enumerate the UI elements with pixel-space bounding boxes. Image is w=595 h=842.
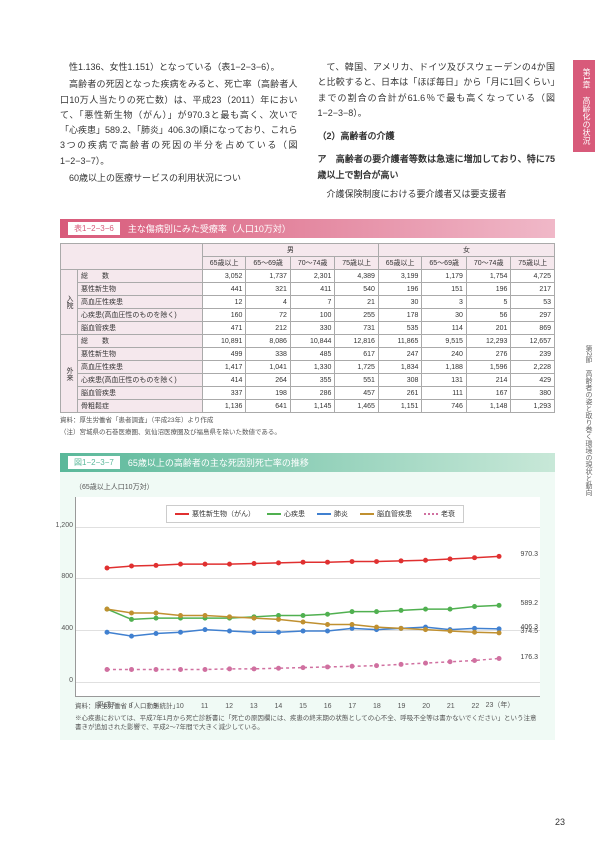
page-content: 性1.136、女性1.151）となっている（表1−2−3−6）。 高齢者の死因と… [0, 0, 595, 760]
data-table: 男女65歳以上65〜69歳70〜74歳75歳以上65歳以上65〜69歳70〜74… [60, 243, 555, 413]
figure-label: 図1−2−3−7 [68, 456, 120, 469]
body-columns: 性1.136、女性1.151）となっている（表1−2−3−6）。 高齢者の死因と… [60, 60, 555, 204]
chart-container: （65歳以上人口10万対） 悪性新生物（がん）心疾患肺炎脳血管疾患老衰 0400… [60, 472, 555, 740]
figure-note: ※心疾患においては、平成7年1月から死亡診断書に「死亡の原因欄には、疾患の終末期… [75, 714, 540, 732]
line-chart: 悪性新生物（がん）心疾患肺炎脳血管疾患老衰 04008001,200平成7891… [75, 497, 540, 697]
section-label: 第2節 高齢者の姿と取り巻く環境の現状と動向 [583, 345, 593, 496]
figure-title-bar: 図1−2−3−7 65歳以上の高齢者の主な死因別死亡率の推移 [60, 453, 555, 472]
sub-heading: ア 高齢者の要介護者等数は急速に増加しており、特に75歳以上で割合が高い [318, 152, 556, 183]
chapter-tab: 第1章 高齢化の状況 [573, 60, 595, 152]
table-title: 主な傷病別にみた受療率（人口10万対） [128, 222, 291, 235]
paragraph: 高齢者の死因となった疾病をみると、死亡率（高齢者人口10万人当たりの死亡数）は、… [60, 77, 298, 169]
y-axis-label: （65歳以上人口10万対） [75, 482, 540, 492]
left-column: 性1.136、女性1.151）となっている（表1−2−3−6）。 高齢者の死因と… [60, 60, 298, 204]
table-note: （注）宮城県の石巻医療圏、気仙沼医療圏及び福島県を除いた数値である。 [60, 428, 555, 437]
paragraph: 60歳以上の医療サービスの利用状況につい [60, 171, 298, 186]
table-title-bar: 表1−2−3−6 主な傷病別にみた受療率（人口10万対） [60, 219, 555, 238]
right-column: て、韓国、アメリカ、ドイツ及びスウェーデンの4か国と比較すると、日本は「ほぼ毎日… [318, 60, 556, 204]
page-number: 23 [555, 817, 565, 827]
section-heading: （2）高齢者の介護 [318, 129, 556, 144]
figure-title: 65歳以上の高齢者の主な死因別死亡率の推移 [128, 456, 309, 469]
paragraph: 介護保険制度における要介護者又は要支援者 [318, 187, 556, 202]
table-label: 表1−2−3−6 [68, 222, 120, 235]
table-note: 資料：厚生労働省「患者調査」（平成23年）より作成 [60, 416, 555, 425]
paragraph: 性1.136、女性1.151）となっている（表1−2−3−6）。 [60, 60, 298, 75]
paragraph: て、韓国、アメリカ、ドイツ及びスウェーデンの4か国と比較すると、日本は「ほぼ毎日… [318, 60, 556, 121]
